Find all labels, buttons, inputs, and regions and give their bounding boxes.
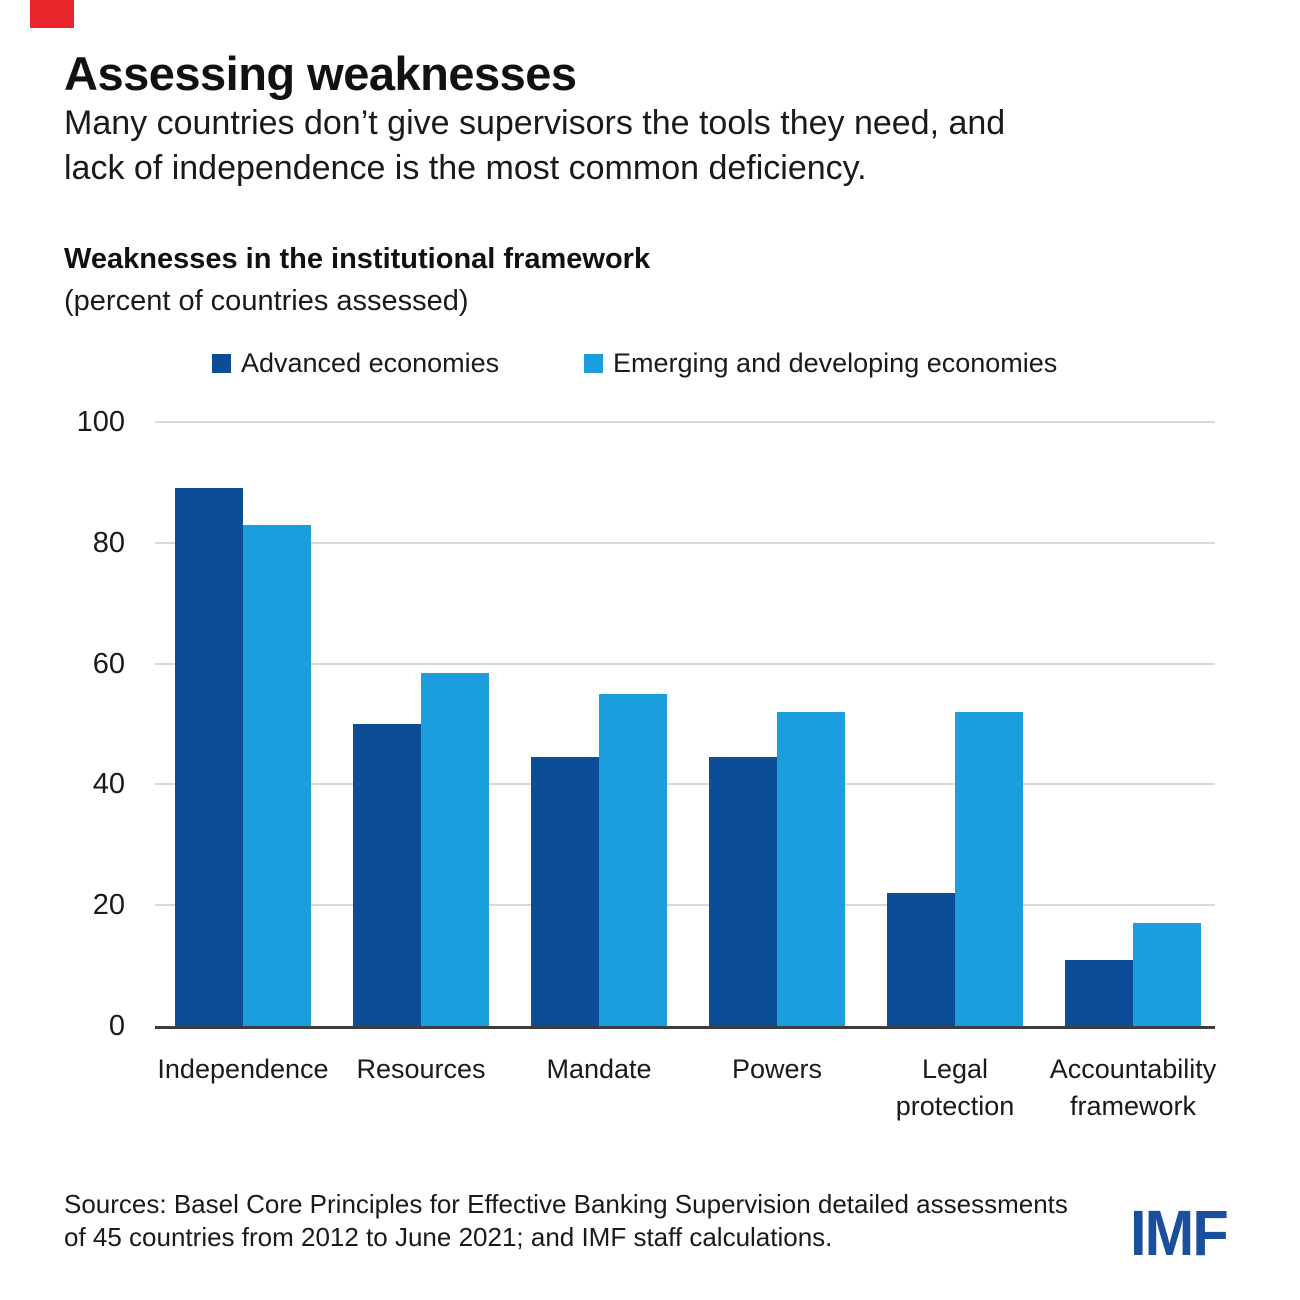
- x-axis-label-powers: Powers: [731, 1054, 823, 1084]
- y-tick-label-60: 60: [92, 647, 125, 680]
- bar-advanced-accountability-framework: [1065, 960, 1133, 1026]
- bar-advanced-resources: [353, 724, 421, 1026]
- chart-heading: Weaknesses in the institutional framewor…: [64, 243, 651, 275]
- legend-label-advanced: Advanced economies: [241, 347, 500, 378]
- bar-advanced-mandate: [531, 757, 599, 1026]
- bar-emerging-mandate: [599, 694, 667, 1026]
- sources-note: Sources: Basel Core Principles for Effec…: [64, 1188, 1068, 1254]
- y-tick-label-20: 20: [92, 889, 125, 922]
- y-tick-label-40: 40: [92, 768, 125, 801]
- page-title: Assessing weaknesses: [64, 47, 577, 100]
- page-subtitle: Many countries don’t give supervisors th…: [64, 101, 1005, 191]
- x-axis-label-accountability-framework: Accountability framework: [1049, 1054, 1217, 1121]
- legend-item-emerging-economies: Emerging and developing economies: [584, 347, 1058, 378]
- chart-unit-label: (percent of countries assessed): [64, 285, 469, 317]
- bar-advanced-powers: [709, 757, 777, 1026]
- y-tick-label-80: 80: [92, 526, 125, 559]
- imf-red-square-logo: [30, 0, 74, 28]
- legend-swatch-advanced-icon: [212, 353, 231, 373]
- y-tick-label-100: 100: [76, 406, 125, 438]
- bar-emerging-resources: [421, 673, 489, 1026]
- gridline-100: [155, 421, 1215, 423]
- legend-swatch-emerging-icon: [584, 353, 603, 373]
- page-subtitle-line-1: Many countries don’t give supervisors th…: [64, 104, 1006, 142]
- y-tick-label-0: 0: [108, 1010, 125, 1042]
- sources-line-1: Sources: Basel Core Principles for Effec…: [64, 1189, 1068, 1219]
- legend-item-advanced-economies: Advanced economies: [212, 347, 500, 378]
- page-subtitle-line-2: lack of independence is the most common …: [64, 149, 867, 187]
- bar-emerging-independence: [243, 525, 311, 1026]
- bar-advanced-legal-protection: [887, 893, 955, 1026]
- bar-emerging-powers: [777, 712, 845, 1026]
- gridline-40: [155, 783, 1215, 786]
- x-axis-label-independence: Independence: [157, 1054, 329, 1084]
- bar-emerging-accountability-framework: [1133, 923, 1201, 1026]
- bar-emerging-legal-protection: [955, 712, 1023, 1026]
- x-axis-label-legal-protection: Legal protection: [895, 1054, 1015, 1121]
- gridline-60: [155, 662, 1215, 665]
- sources-line-2: of 45 countries from 2012 to June 2021; …: [64, 1222, 833, 1252]
- legend-label-emerging: Emerging and developing economies: [613, 347, 1058, 378]
- gridline-20: [155, 904, 1215, 907]
- x-axis-label-mandate: Mandate: [546, 1054, 652, 1084]
- bar-advanced-independence: [175, 488, 243, 1026]
- chart-legend: Advanced economies Emerging and developi…: [0, 347, 1300, 381]
- plot-area: [155, 421, 1215, 1029]
- gridline-80: [155, 541, 1215, 544]
- imf-wordmark-logo: IMF: [1130, 1197, 1229, 1269]
- x-axis-label-resources: Resources: [356, 1054, 486, 1084]
